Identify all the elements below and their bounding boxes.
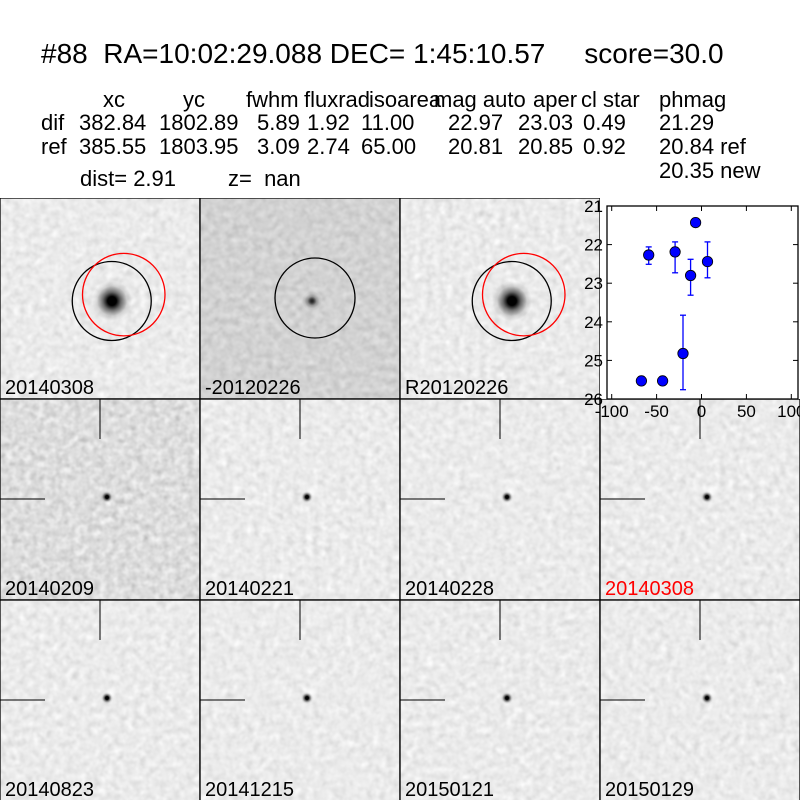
svg-text:22: 22 [584,236,603,255]
svg-text:20140308: 20140308 [605,578,694,600]
svg-text:50: 50 [737,402,756,421]
svg-text:20150129: 20150129 [605,779,694,800]
svg-text:-100: -100 [595,402,629,421]
svg-text:20141215: 20141215 [205,779,294,800]
svg-text:R20120226: R20120226 [405,377,508,399]
svg-text:-20120226: -20120226 [205,377,301,399]
svg-text:20150121: 20150121 [405,779,494,800]
svg-text:20140228: 20140228 [405,578,494,600]
svg-text:20140209: 20140209 [5,578,94,600]
svg-text:23: 23 [584,274,603,293]
svg-text:20140308: 20140308 [5,377,94,399]
svg-text:21: 21 [584,198,603,216]
svg-text:-50: -50 [644,402,669,421]
svg-text:20140221: 20140221 [205,578,294,600]
svg-text:25: 25 [584,351,603,370]
svg-text:0: 0 [697,402,706,421]
svg-text:24: 24 [584,313,603,332]
svg-text:100: 100 [777,402,800,421]
svg-text:20140823: 20140823 [5,779,94,800]
